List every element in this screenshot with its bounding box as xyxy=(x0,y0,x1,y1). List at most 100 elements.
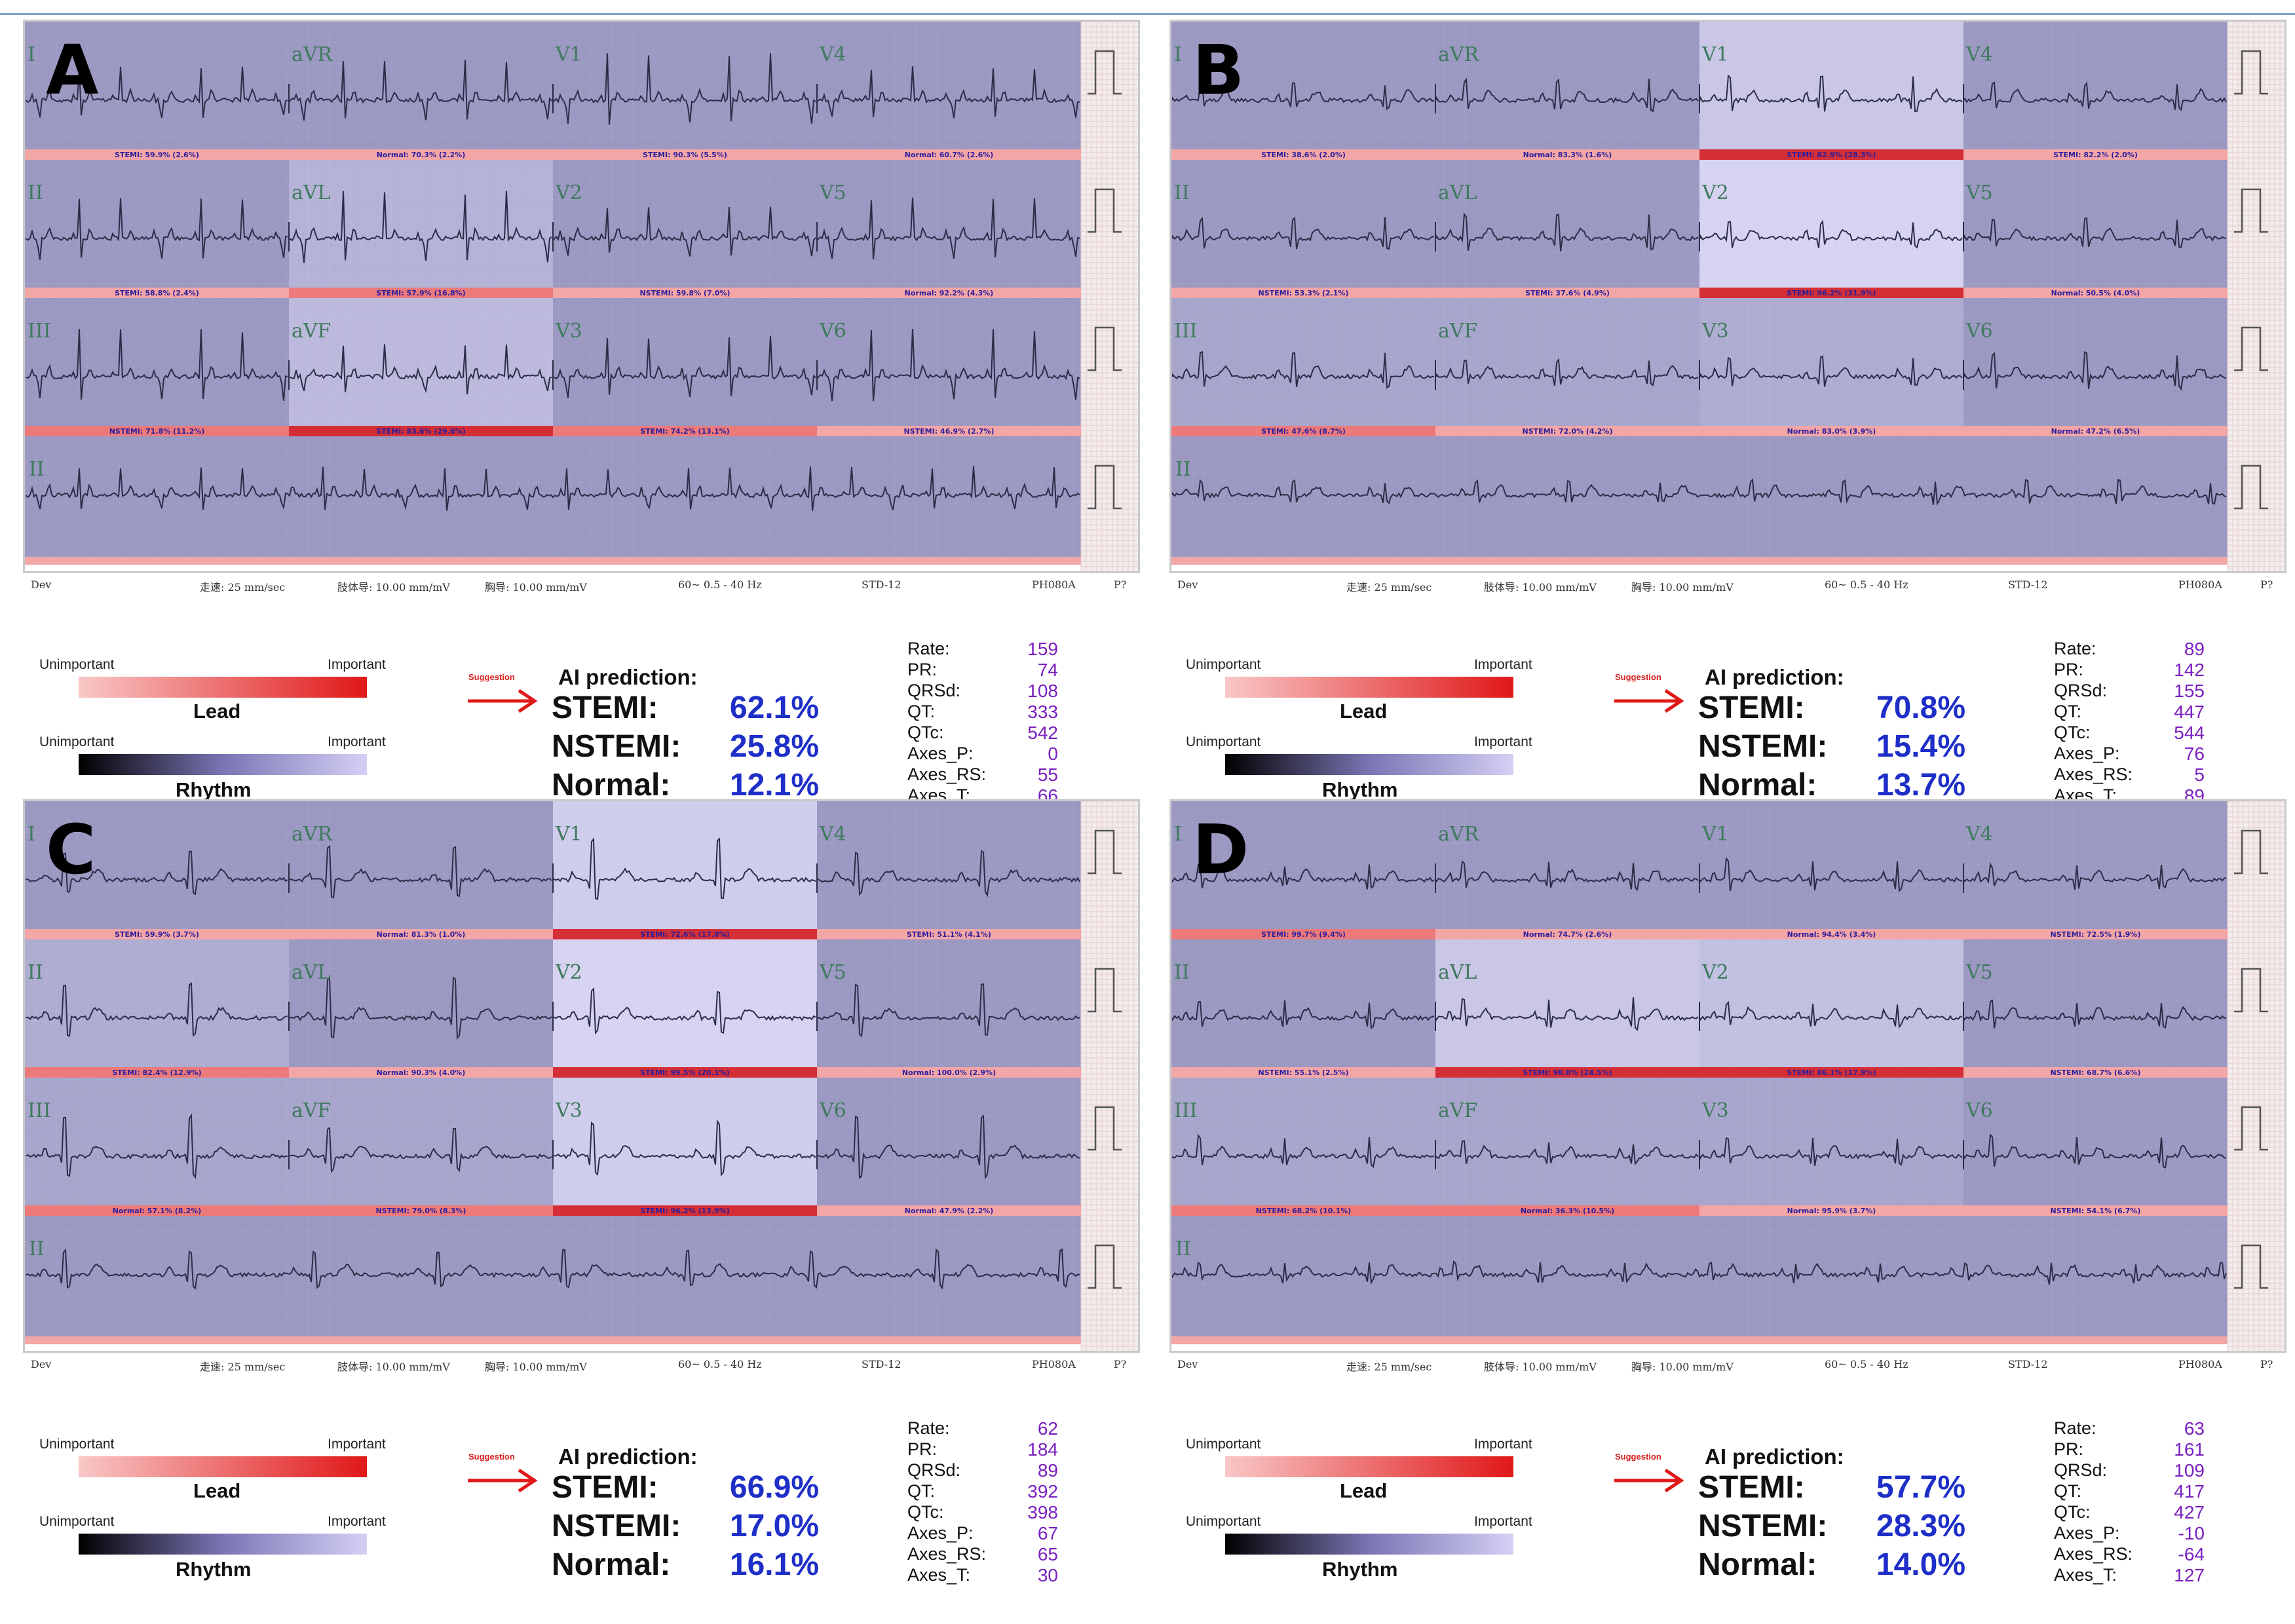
lead-cell-v2 xyxy=(553,160,817,288)
lead-importance-bar xyxy=(25,426,289,436)
lead-label-iii: III xyxy=(1174,1099,1198,1122)
lead-prediction-text: Normal: 47.9% (2.2%) xyxy=(905,1207,994,1215)
stat-value: 398 xyxy=(1027,1502,1058,1522)
lead-cell-avf xyxy=(289,1078,553,1205)
legend-rhythm-important: Important xyxy=(1474,1514,1532,1529)
footer-filter: 60~ 0.5 - 40 Hz xyxy=(678,578,762,591)
panel-letter: C xyxy=(46,810,96,890)
legend-rhythm-unimportant: Unimportant xyxy=(1186,1514,1261,1529)
calibration-pulse-icon xyxy=(2234,1244,2268,1289)
lead-prediction-text: STEMI: 58.8% (2.4%) xyxy=(115,289,199,297)
suggestion-label: Suggestion xyxy=(1615,1452,1661,1462)
lead-label-avf: aVF xyxy=(1438,320,1477,343)
footer-limb-gain: 肢体导: 10.00 mm/mV xyxy=(1484,1361,1597,1373)
stat-label: QT: xyxy=(2054,1481,2082,1501)
lead-importance-bar xyxy=(289,149,553,160)
lead-prediction-text: NSTEMI: 68.7% (6.6%) xyxy=(2051,1068,2141,1077)
legend-rhythm-label: Rhythm xyxy=(1322,1558,1398,1581)
ecg-trace-v6 xyxy=(818,1114,1080,1180)
lead-prediction-text: STEMI: 96.2% (31.9%) xyxy=(1787,289,1876,297)
calibration-pulse-icon xyxy=(2234,188,2268,233)
lead-importance-gradient xyxy=(79,677,367,698)
lead-cell-avl xyxy=(289,160,553,288)
stat-label: QT: xyxy=(2054,702,2082,721)
ai-prediction-title: AI prediction: xyxy=(558,1445,698,1469)
rhythm-importance-bar xyxy=(1171,557,2228,565)
lead-label-avr: aVR xyxy=(292,823,333,846)
lead-label-iii: III xyxy=(28,1099,51,1122)
lead-importance-bar xyxy=(1435,1067,1699,1078)
stat-value: 0 xyxy=(1048,744,1058,764)
lead-prediction-text: NSTEMI: 46.9% (2.7%) xyxy=(904,427,995,436)
rhythm-lead-label: II xyxy=(29,458,45,481)
stat-value: 55 xyxy=(1037,765,1058,785)
ecg-trace-avl xyxy=(290,191,552,263)
rhythm-strip-bg xyxy=(25,1216,1081,1336)
lead-importance-bar xyxy=(553,149,817,160)
calibration-grid xyxy=(1080,22,1138,571)
legend-lead-unimportant: Unimportant xyxy=(39,1437,115,1452)
ecg-trace-rhythm xyxy=(26,1248,1080,1290)
footer-speed: 走速: 25 mm/sec xyxy=(1346,581,1432,594)
ecg-chart: I STEMI: 99.7% (9.4%) aVR Normal: 74.7% (2.… xyxy=(1171,801,2285,1351)
lead-prediction-text: Normal: 90.3% (4.0%) xyxy=(377,1068,466,1077)
lead-prediction-text: STEMI: 82.2% (2.0%) xyxy=(2053,151,2138,159)
lead-importance-gradient xyxy=(1225,677,1513,698)
lead-label-v1: V1 xyxy=(1701,823,1729,846)
ecg-trace-v4 xyxy=(818,850,1080,897)
ecg-trace-v4 xyxy=(1964,81,2227,111)
prediction-nstemi-value: 17.0% xyxy=(729,1509,819,1543)
lead-label-iii: III xyxy=(1174,320,1198,343)
lead-importance-bar xyxy=(25,1067,289,1078)
rhythm-importance-bar xyxy=(25,557,1081,565)
ecg-trace-v1 xyxy=(1700,74,1963,113)
lead-importance-bar xyxy=(1699,1067,1963,1078)
footer-std: STD-12 xyxy=(2008,1358,2048,1370)
rhythm-lead-label: II xyxy=(1175,458,1191,481)
lead-cell-v6 xyxy=(817,1078,1081,1205)
lead-importance-bar xyxy=(25,1205,289,1216)
calibration-pulse-icon xyxy=(1088,1244,1122,1289)
ecg-trace-i xyxy=(1172,863,1435,890)
prediction-stemi-value: 70.8% xyxy=(1876,690,1965,725)
stat-value: -64 xyxy=(2178,1544,2205,1564)
rhythm-importance-bar xyxy=(25,1336,1081,1344)
lead-cell-ii xyxy=(25,160,289,288)
lead-importance-bar xyxy=(817,1205,1081,1216)
lead-cell-avr xyxy=(1435,22,1699,149)
lead-label-avf: aVF xyxy=(1438,1099,1477,1122)
ecg-chart-frame: I STEMI: 59.9% (3.7%) aVR Normal: 81.3% (1.… xyxy=(23,799,1140,1353)
footer-page: P? xyxy=(2260,1358,2273,1370)
lead-label-avr: aVR xyxy=(292,43,333,66)
lead-importance-bar xyxy=(1171,1067,1435,1078)
legend-lead-unimportant: Unimportant xyxy=(39,657,115,672)
lead-label-avf: aVF xyxy=(292,1099,331,1122)
lead-cell-v5 xyxy=(1963,939,2228,1067)
prediction-stemi-label: STEMI: xyxy=(552,1470,658,1505)
stat-value: 161 xyxy=(2174,1439,2205,1460)
footer-model: PH080A xyxy=(1032,1358,1076,1370)
ecg-panel-a: I STEMI: 59.9% (2.6%) aVR Normal: 70.3% (2.… xyxy=(0,0,1147,806)
top-rule xyxy=(0,13,2295,15)
footer-device: Dev xyxy=(31,1358,52,1370)
stat-label: Rate: xyxy=(2054,639,2096,658)
prediction-stemi-value: 57.7% xyxy=(1876,1470,1965,1505)
calibration-pulse-icon xyxy=(1088,1106,1122,1151)
lead-importance-bar xyxy=(553,929,817,939)
legend-lead-label: Lead xyxy=(193,700,241,723)
legend-rhythm-unimportant: Unimportant xyxy=(39,1514,115,1529)
stat-label: Rate: xyxy=(2054,1418,2096,1438)
ecg-chart: I STEMI: 38.6% (2.0%) aVR Normal: 83.3% (1.… xyxy=(1171,22,2285,571)
prediction-normal-value: 12.1% xyxy=(729,768,819,803)
lead-label-v6: V6 xyxy=(1965,320,1993,343)
stat-label: Rate: xyxy=(907,1418,950,1438)
lead-prediction-text: Normal: 94.4% (3.4%) xyxy=(1787,930,1876,939)
lead-label-avl: aVL xyxy=(1438,961,1477,984)
lead-cell-v4 xyxy=(1963,22,2228,149)
lead-prediction-text: NSTEMI: 55.1% (2.5%) xyxy=(1259,1068,1349,1077)
ecg-trace-ii xyxy=(26,982,288,1037)
rhythm-importance-gradient xyxy=(1225,754,1513,775)
prediction-stemi-label: STEMI: xyxy=(1698,690,1805,725)
lead-cell-i xyxy=(1171,801,1435,929)
stat-value: 76 xyxy=(2184,744,2205,764)
